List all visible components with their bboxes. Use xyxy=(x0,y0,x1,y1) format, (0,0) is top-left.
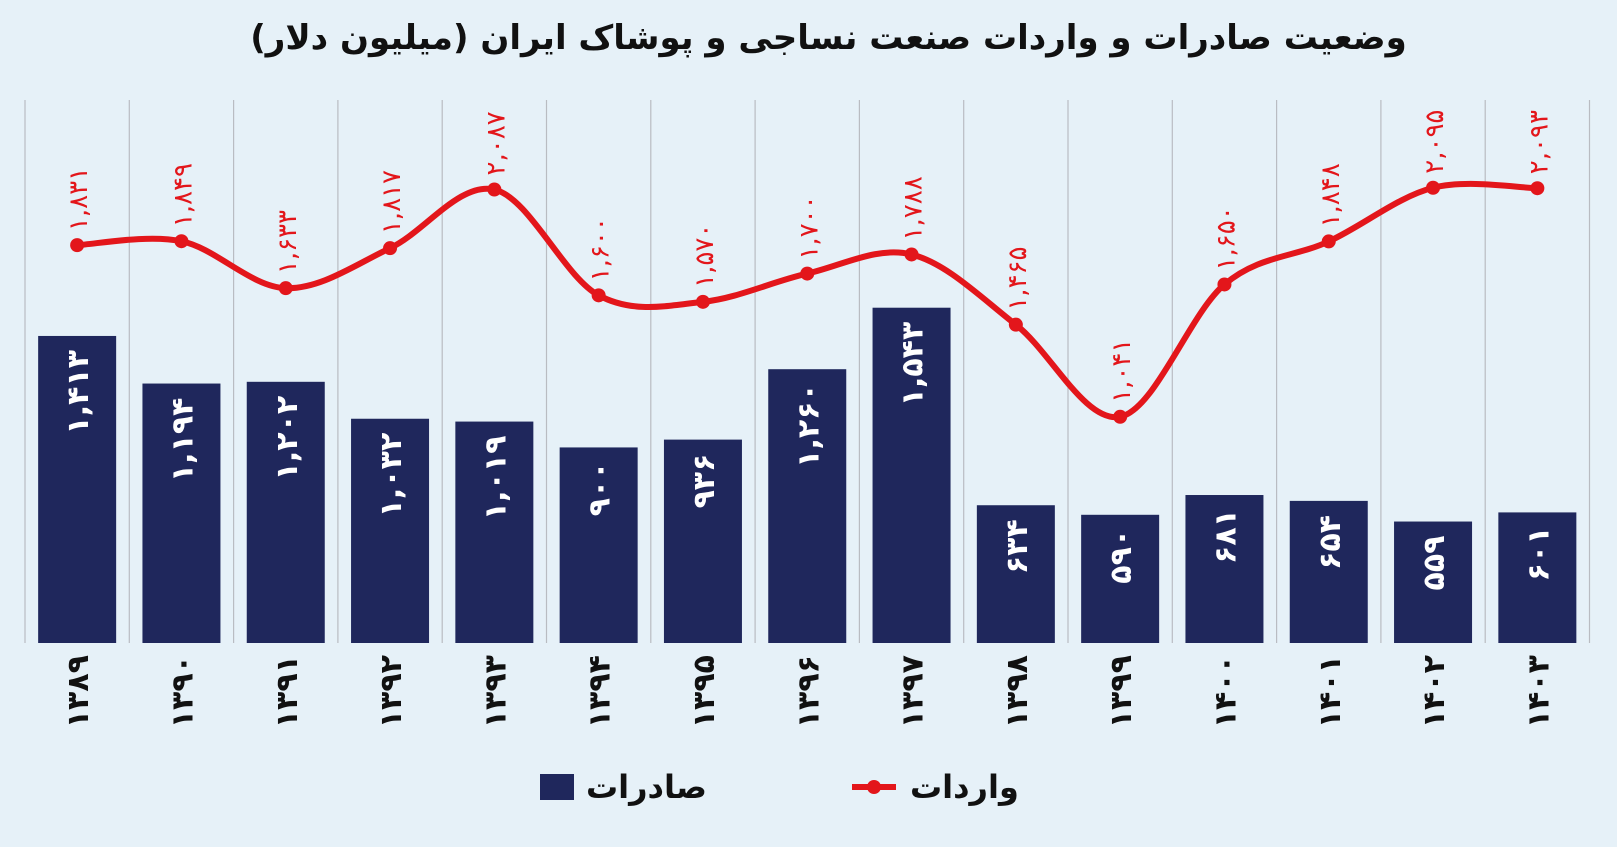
export-bar xyxy=(1289,500,1368,643)
year-tick-label: ۱۳۹۳ xyxy=(478,655,513,728)
import-value-label: ۱,۴۶۵ xyxy=(1003,247,1033,311)
year-tick-label: ۱۴۰۳ xyxy=(1521,655,1556,728)
imports-point xyxy=(695,294,710,309)
export-value-label: ۶۵۴ xyxy=(1313,515,1348,570)
legend-item-exports: صادرات xyxy=(540,768,707,806)
export-value-label: ۱,۰۱۹ xyxy=(478,436,513,521)
export-value-label: ۱,۰۳۲ xyxy=(374,433,409,518)
year-tick-label: ۱۴۰۱ xyxy=(1313,655,1348,728)
year-tick-label: ۱۳۹۹ xyxy=(1104,655,1139,728)
export-bar xyxy=(768,369,847,643)
export-value-label: ۵۵۹ xyxy=(1417,536,1452,591)
imports-point xyxy=(174,234,189,249)
legend-swatch-line-icon xyxy=(852,780,896,794)
year-tick-label: ۱۳۹۱ xyxy=(270,655,305,728)
year-tick-label: ۱۳۹۶ xyxy=(791,655,826,728)
export-bar xyxy=(663,439,742,643)
export-value-label: ۱,۲۶۰ xyxy=(791,383,826,468)
import-value-label: ۲,۰۸۷ xyxy=(481,111,511,175)
imports-point xyxy=(1113,409,1128,424)
year-tick-label: ۱۳۹۸ xyxy=(1000,655,1035,728)
import-value-label: ۱,۸۴۸ xyxy=(1316,163,1346,227)
legend-swatch-bar-icon xyxy=(540,774,574,800)
imports-point xyxy=(1217,277,1232,292)
import-value-label: ۲,۰۹۳ xyxy=(1524,110,1554,174)
imports-point xyxy=(1530,181,1545,196)
export-bar xyxy=(351,418,430,643)
year-tick-label: ۱۳۸۹ xyxy=(61,655,96,728)
export-value-label: ۱,۵۴۳ xyxy=(896,322,931,407)
export-value-label: ۹۳۶ xyxy=(687,454,722,509)
export-bar xyxy=(38,335,117,643)
imports-point xyxy=(800,266,815,281)
import-value-label: ۲,۰۹۵ xyxy=(1420,110,1450,174)
export-value-label: ۶۳۴ xyxy=(1000,519,1035,574)
year-tick-label: ۱۴۰۰ xyxy=(1208,655,1243,728)
year-tick-label: ۱۳۹۵ xyxy=(687,655,722,728)
import-value-label: ۱,۸۴۹ xyxy=(168,163,198,227)
import-value-label: ۱,۷۰۰ xyxy=(794,195,824,259)
imports-point xyxy=(591,288,606,303)
export-value-label: ۹۰۰ xyxy=(583,461,618,516)
year-tick-label: ۱۳۹۲ xyxy=(374,655,409,728)
export-bar xyxy=(1081,514,1160,643)
imports-point xyxy=(1008,317,1023,332)
legend-label-exports: صادرات xyxy=(586,768,707,806)
export-bar xyxy=(1185,495,1264,643)
imports-point xyxy=(1321,234,1336,249)
import-value-label: ۱,۶۳۳ xyxy=(273,210,303,274)
year-tick-label: ۱۳۹۷ xyxy=(896,655,931,728)
import-value-label: ۱,۸۳۱ xyxy=(64,167,94,231)
export-value-label: ۵۹۰ xyxy=(1104,529,1139,584)
chart-title: وضعیت صادرات و واردات صنعت نساجی و پوشاک… xyxy=(250,18,1407,58)
imports-point xyxy=(70,238,85,253)
imports-point xyxy=(904,247,919,262)
import-value-label: ۱,۶۰۰ xyxy=(586,217,616,281)
export-bar xyxy=(246,381,325,643)
import-value-label: ۱,۷۸۸ xyxy=(899,176,929,240)
imports-point xyxy=(1426,180,1441,195)
export-value-label: ۶۸۱ xyxy=(1208,509,1243,564)
imports-point xyxy=(383,241,398,256)
import-value-label: ۱,۶۵۰ xyxy=(1211,206,1241,270)
year-tick-label: ۱۳۹۰ xyxy=(165,655,200,728)
import-value-label: ۱,۸۱۷ xyxy=(377,170,407,234)
import-value-label: ۱,۵۷۰ xyxy=(690,224,720,288)
year-tick-label: ۱۴۰۲ xyxy=(1417,655,1452,728)
imports-point xyxy=(487,182,502,197)
export-bar xyxy=(455,421,534,643)
legend-label-imports: واردات xyxy=(910,768,1019,806)
export-bar xyxy=(142,383,221,643)
export-value-label: ۱,۴۱۳ xyxy=(61,350,96,435)
import-value-label: ۱,۰۴۱ xyxy=(1107,339,1137,403)
year-tick-label: ۱۳۹۴ xyxy=(583,655,618,728)
export-value-label: ۱,۲۰۲ xyxy=(270,396,305,481)
export-bar xyxy=(976,505,1055,643)
export-bar xyxy=(1394,521,1473,643)
export-bar xyxy=(872,307,951,643)
export-value-label: ۱,۱۹۴ xyxy=(165,398,200,483)
export-value-label: ۶۰۱ xyxy=(1521,526,1556,581)
imports-point xyxy=(278,281,293,296)
legend-item-imports: واردات xyxy=(850,768,1019,806)
export-bar xyxy=(559,447,638,643)
export-bar xyxy=(1498,512,1577,643)
